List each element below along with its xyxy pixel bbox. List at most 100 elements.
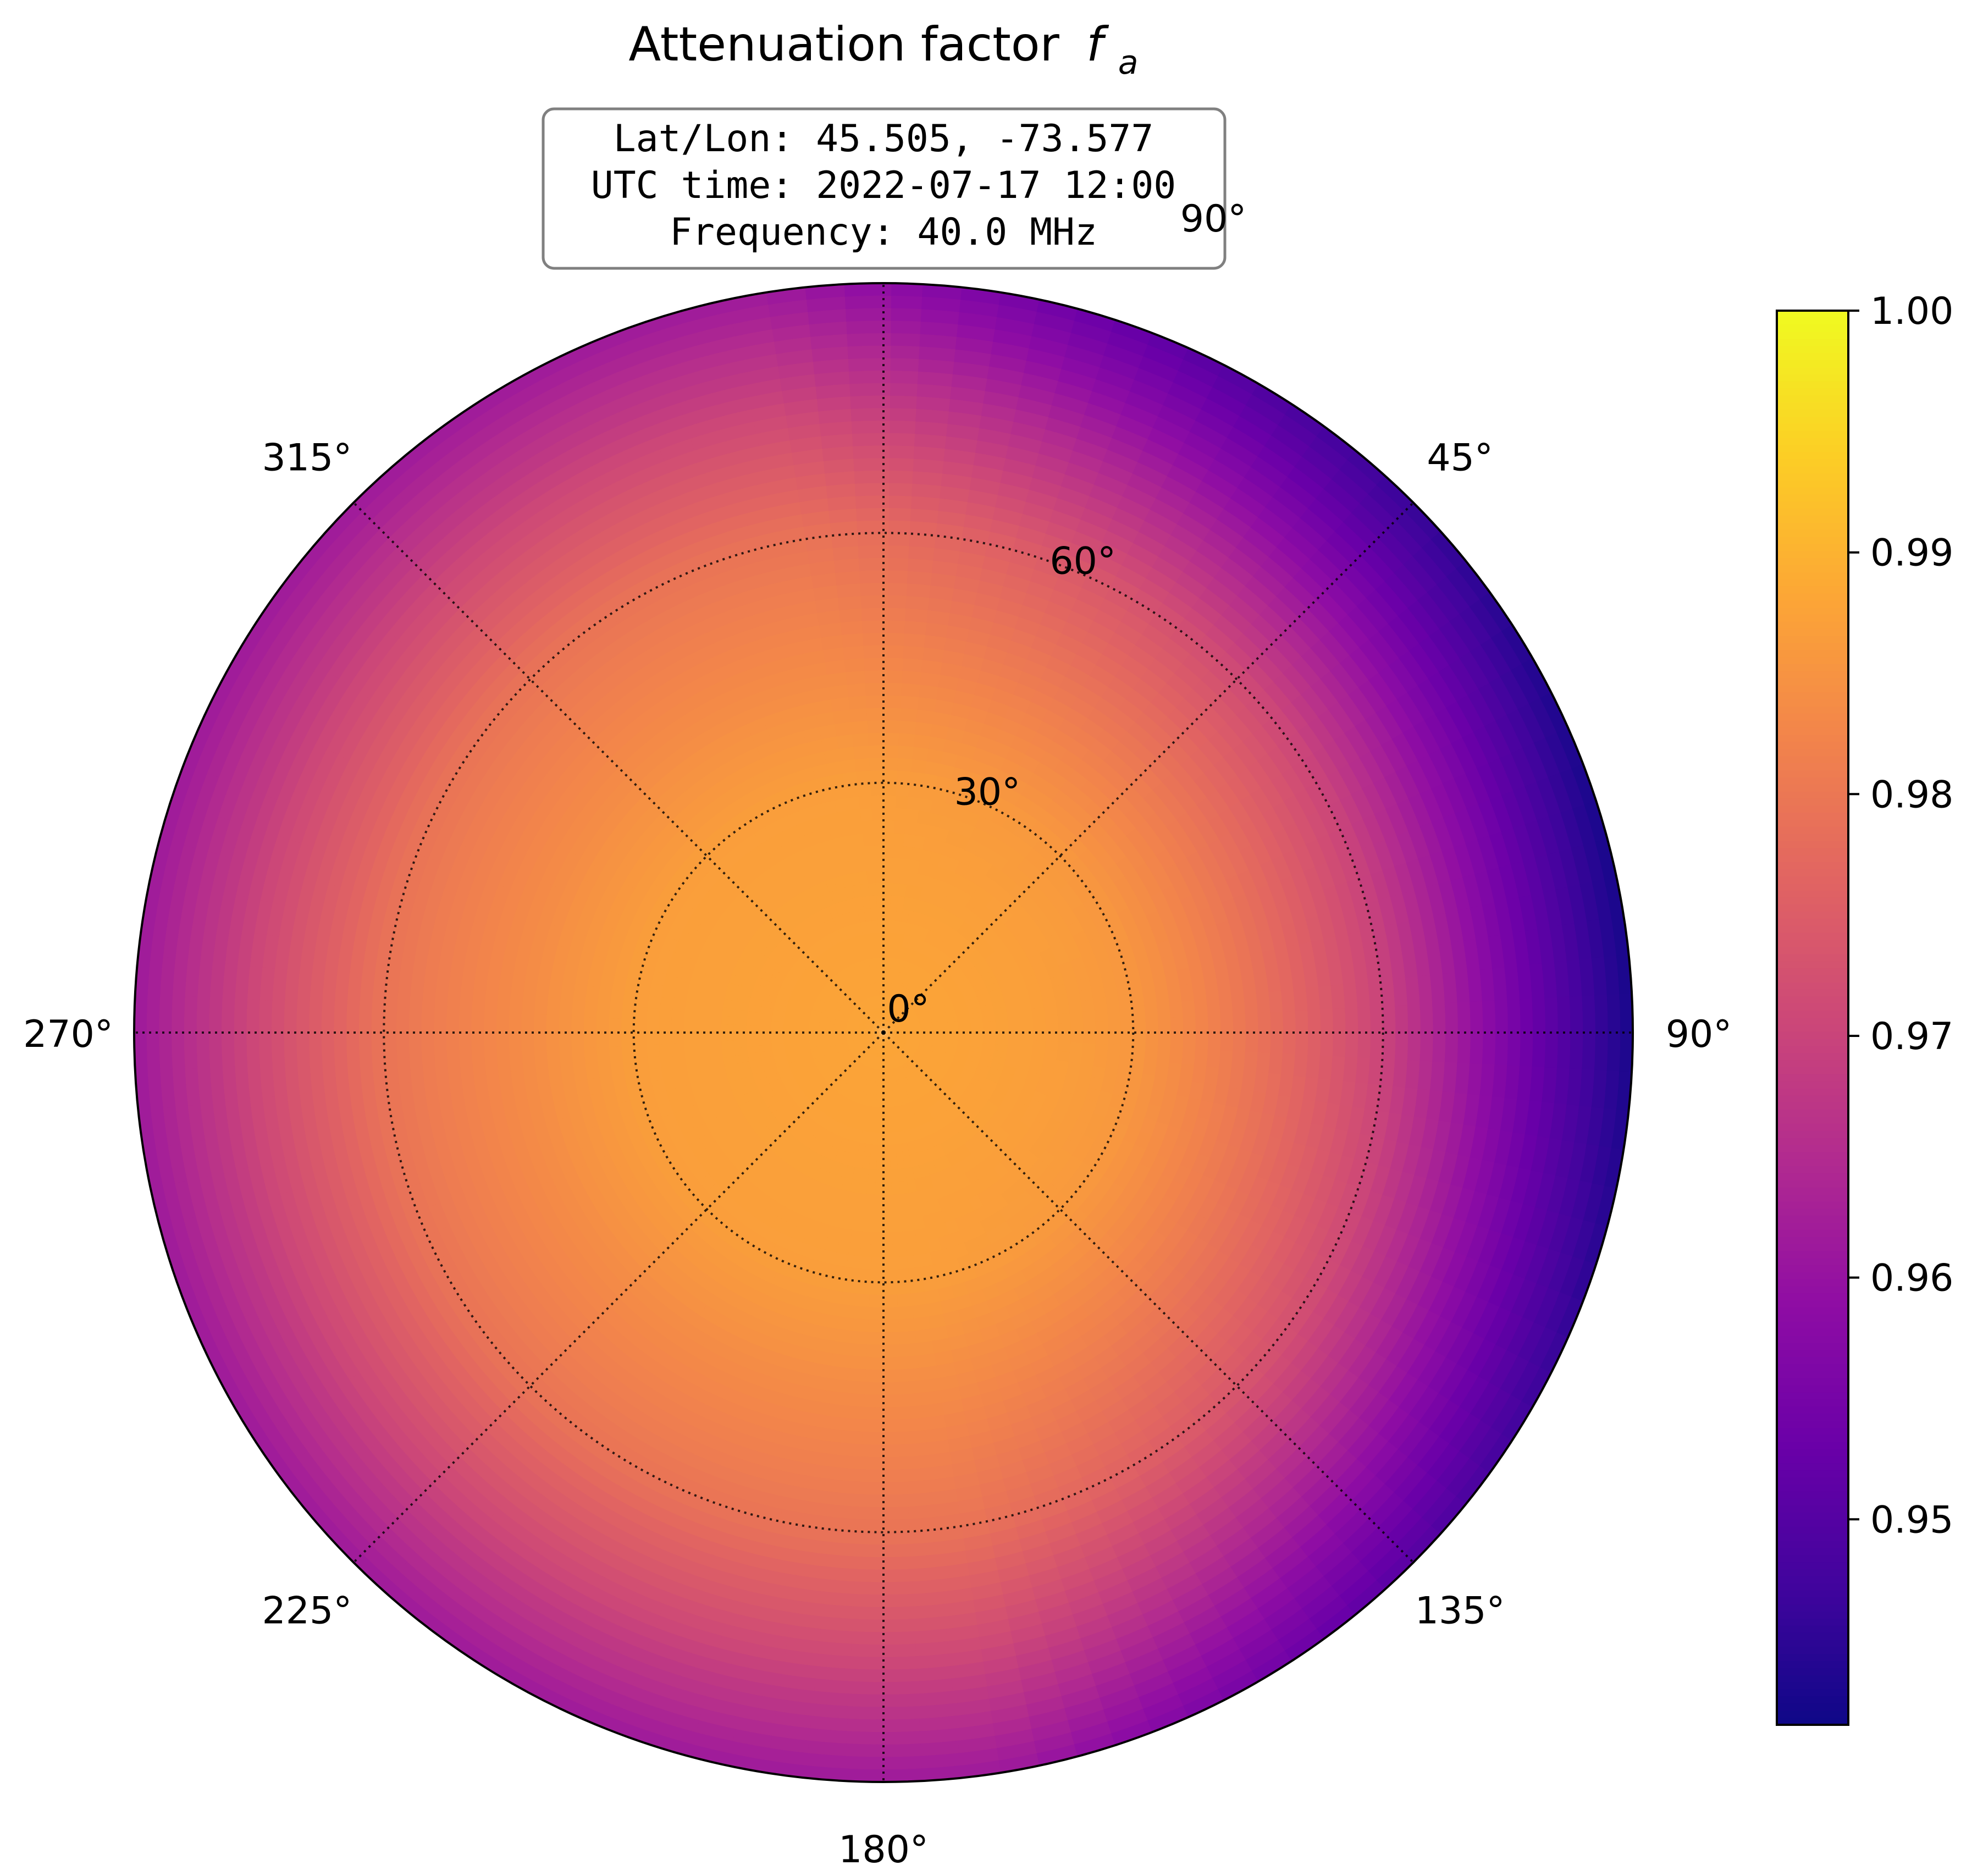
heatmap-cell <box>981 969 996 983</box>
heatmap-cell <box>888 969 894 984</box>
heatmap-cell <box>870 1033 883 1037</box>
heatmap-cell <box>927 1074 940 1087</box>
heatmap-cell <box>770 1123 787 1139</box>
heatmap-cell <box>843 924 854 940</box>
heatmap-cell <box>891 1068 897 1083</box>
heatmap-cell <box>902 1103 911 1118</box>
heatmap-cell <box>891 1041 901 1053</box>
heatmap-cell <box>835 956 847 970</box>
heatmap-cell <box>852 1089 861 1103</box>
heatmap-cell <box>849 1044 862 1052</box>
heatmap-cell <box>903 1010 916 1019</box>
heatmap-cell <box>796 976 811 989</box>
heatmap-cell <box>859 1091 868 1106</box>
heatmap-cell <box>909 1114 920 1129</box>
heatmap-cell <box>877 1045 882 1058</box>
heatmap-cell <box>861 895 872 909</box>
heatmap-cell <box>877 919 885 933</box>
heatmap-cell <box>838 1097 850 1111</box>
heatmap-cell <box>782 1036 797 1044</box>
heatmap-cell <box>916 1068 929 1080</box>
heatmap-cell <box>847 1018 860 1025</box>
heatmap-cell <box>958 1023 972 1030</box>
heatmap-cell <box>808 897 822 914</box>
heatmap-cell <box>875 1157 883 1171</box>
heatmap-cell <box>883 1021 891 1033</box>
heatmap-cell <box>862 1053 871 1066</box>
heatmap-cell <box>954 1005 969 1014</box>
heatmap-cell <box>786 1152 802 1169</box>
heatmap-cell <box>757 968 773 982</box>
heatmap-cell <box>963 1139 979 1156</box>
heatmap-cell <box>871 1008 879 1022</box>
heatmap-cell <box>943 1123 958 1139</box>
heatmap-cell <box>883 1033 895 1040</box>
heatmap-cell <box>890 1194 902 1209</box>
heatmap-cell <box>801 996 816 1006</box>
heatmap-cell <box>1033 1033 1047 1043</box>
heatmap-cell <box>1003 1114 1020 1130</box>
heatmap-cell <box>975 986 990 998</box>
heatmap-cell <box>855 988 865 1001</box>
heatmap-cell <box>732 1023 747 1033</box>
heatmap-cell <box>933 1144 947 1160</box>
heatmap-cell <box>870 1043 878 1056</box>
heatmap-cell <box>799 951 814 966</box>
heatmap-cell <box>809 1073 823 1085</box>
heatmap-cell <box>975 920 991 937</box>
heatmap-cell <box>899 1002 910 1014</box>
heatmap-cell <box>929 1007 943 1016</box>
heatmap-cell <box>812 957 826 971</box>
heatmap-cell <box>892 1055 899 1069</box>
heatmap-cell <box>915 1049 929 1058</box>
heatmap-cell <box>903 1008 915 1018</box>
heatmap-cell <box>830 995 844 1006</box>
heatmap-cell <box>951 969 966 982</box>
heatmap-cell <box>743 969 759 984</box>
heatmap-cell <box>918 1066 931 1078</box>
heatmap-cell <box>808 1016 823 1023</box>
heatmap-cell <box>891 970 898 984</box>
heatmap-cell <box>946 1070 960 1082</box>
heatmap-cell <box>850 1045 863 1053</box>
heatmap-cell <box>833 1024 847 1029</box>
heatmap-cell <box>883 1033 888 1046</box>
heatmap-cell <box>826 1118 838 1134</box>
heatmap-cell <box>878 1007 882 1020</box>
heatmap-cell <box>889 1069 894 1083</box>
heatmap-cell <box>858 1035 872 1041</box>
heatmap-cell <box>934 906 948 922</box>
heatmap-cell <box>942 1005 956 1014</box>
heatmap-cell <box>754 1076 770 1089</box>
heatmap-cell <box>837 940 849 955</box>
heatmap-cell <box>883 1024 895 1033</box>
heatmap-cell <box>903 960 912 975</box>
heatmap-cell <box>886 1057 890 1071</box>
heatmap-cell <box>952 902 967 918</box>
heatmap-cell <box>781 900 797 917</box>
heatmap-cell <box>1004 936 1021 952</box>
heatmap-cell <box>930 1009 944 1018</box>
heatmap-cell <box>885 1007 890 1020</box>
heatmap-cell <box>814 908 828 925</box>
heatmap-cell <box>764 956 780 970</box>
heatmap-cell <box>807 1106 821 1121</box>
heatmap-cell <box>976 1063 991 1074</box>
heatmap-cell <box>801 1133 816 1149</box>
heatmap-cell <box>906 1017 920 1024</box>
heatmap-cell <box>833 1021 847 1027</box>
heatmap-cell <box>816 1112 829 1128</box>
heatmap-cell <box>804 1086 819 1100</box>
heatmap-cell <box>777 919 793 936</box>
heatmap-cell <box>860 1066 869 1079</box>
heatmap-cell <box>814 997 828 1007</box>
heatmap-cell <box>864 958 871 973</box>
heatmap-cell <box>979 1124 996 1140</box>
heatmap-cell <box>961 961 976 975</box>
heatmap-cell <box>875 869 886 883</box>
heatmap-cell <box>875 1145 883 1158</box>
heatmap-cell <box>871 1056 877 1070</box>
heatmap-cell <box>814 1079 828 1092</box>
heatmap-cell <box>842 1099 853 1113</box>
heatmap-cell <box>919 1040 933 1046</box>
